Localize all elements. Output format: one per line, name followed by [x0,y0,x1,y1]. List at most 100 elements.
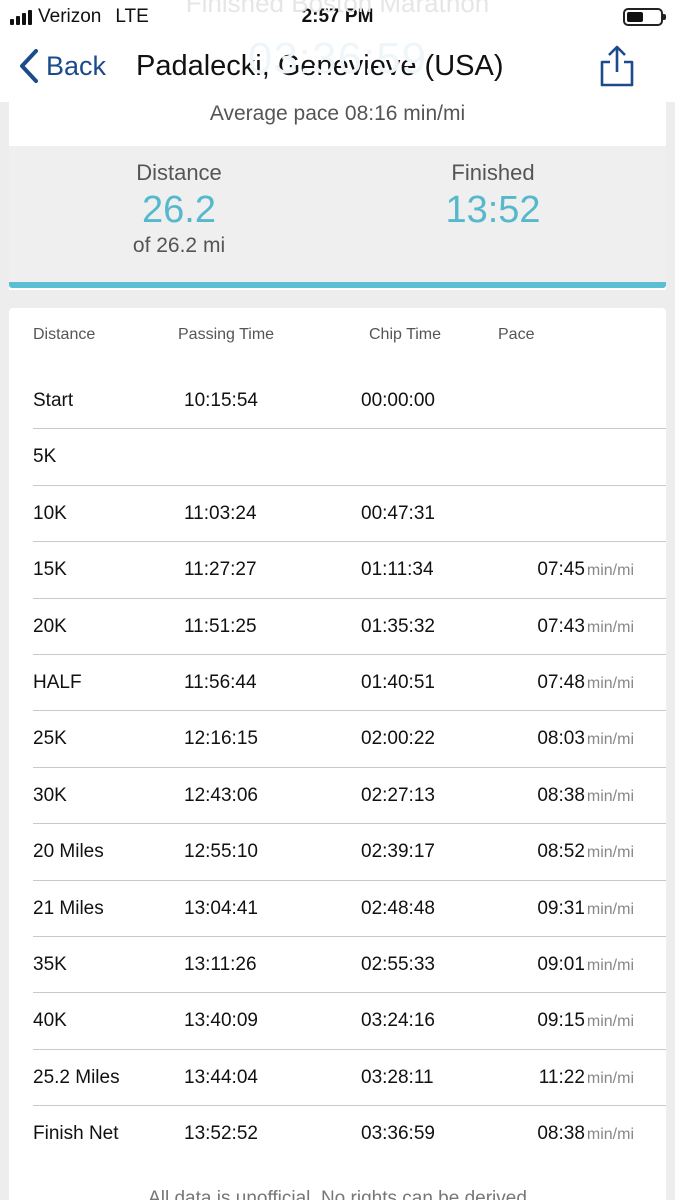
split-chip-time: 02:00:22 [361,728,435,750]
split-distance: 35K [33,954,67,975]
header-passing-time: Passing Time [178,326,275,343]
split-pace-unit: min/mi [586,844,634,862]
split-pace: 08:38 min/mi [537,1106,634,1163]
finished-label: Finished [451,160,535,185]
split-passing-time: 11:51:25 [184,615,257,637]
split-passing-time: 12:16:15 [184,728,258,750]
split-pace: 08:52 min/mi [537,824,634,881]
status-time: 2:57 PM [301,6,374,27]
split-pace: 09:31 min/mi [537,881,634,938]
average-pace: Average pace 08:16 min/mi [209,102,466,125]
split-distance: 20 Miles [33,841,104,863]
split-chip-time: 02:39:17 [361,841,435,863]
split-chip-time: 03:36:59 [361,1123,435,1145]
row-divider [33,484,666,486]
row-divider [33,428,666,430]
back-label: Back [46,50,107,81]
split-chip-time: 01:40:51 [361,672,435,693]
distance-label: Distance [136,160,222,185]
split-pace-value: 07:45 [537,559,585,581]
table-row: 20 Miles 12:55:10 02:39:17 08:52 min/mi [9,824,666,881]
split-pace-value: 09:15 [537,1010,585,1032]
split-chip-time: 03:24:16 [361,1010,435,1032]
stats-panel: Distance 26.2 of 26.2 mi Finished 13:52 [9,146,666,284]
split-pace-unit: min/mi [586,957,634,974]
split-pace-value: 08:38 [537,1123,585,1145]
table-row: Finish Net 13:52:52 03:36:59 08:38 min/mi [9,1106,666,1162]
splits-table: Distance Passing Time Chip Time Pace Sta… [9,308,666,1200]
split-distance: 40K [33,1010,67,1032]
split-chip-time: 01:11:34 [361,559,434,581]
row-divider [33,597,666,599]
split-pace-value: 07:43 [537,615,585,637]
split-chip-time: 00:47:31 [361,502,435,524]
carrier-label: Verizon [38,6,102,27]
split-pace-unit: min/mi [586,618,634,636]
split-passing-time: 13:52:52 [184,1123,258,1145]
split-distance: Start [33,390,74,411]
row-divider [33,541,666,543]
split-passing-time: 11:27:27 [184,559,257,581]
split-passing-time: 13:40:09 [184,1010,258,1032]
split-distance: 25.2 Miles [33,1066,120,1088]
split-chip-time: 02:27:13 [361,784,435,806]
split-pace: 11:22 min/mi [539,1050,634,1107]
table-row: 40K 13:40:09 03:24:16 09:15 min/mi [9,993,666,1050]
header-distance: Distance [33,326,96,343]
distance-total: of 26.2 mi [132,234,226,257]
split-distance: 15K [33,559,67,581]
split-pace-unit: min/mi [586,562,634,580]
split-distance: Finish Net [33,1123,119,1145]
network-label: LTE [115,6,149,27]
split-pace-value: 08:03 [537,728,585,750]
split-distance: 25K [33,728,67,750]
share-icon[interactable] [599,44,635,88]
back-button[interactable]: Back [18,48,106,84]
split-pace-unit: min/mi [586,675,634,692]
table-row: 25K 12:16:15 02:00:22 08:03 min/mi [9,711,666,768]
nav-bar: Back Padalecki, Genevieve (USA) [0,34,675,102]
table-row: 10K 11:03:24 00:47:31 [9,486,666,543]
row-divider [33,992,666,994]
chevron-left-icon [20,49,38,83]
split-pace: 08:38 min/mi [537,768,634,825]
split-chip-time: 00:00:00 [361,390,435,411]
split-pace-value: 08:52 [537,841,585,863]
battery-icon [623,8,666,26]
accent-bar [9,282,666,288]
table-row: 25.2 Miles 13:44:04 03:28:11 11:22 min/mi [9,1050,666,1107]
footer-note: All data is unofficial. No rights can be… [148,1188,527,1200]
split-distance: 30K [33,784,67,806]
split-pace: 07:48 min/mi [537,655,634,712]
split-passing-time: 13:44:04 [184,1066,258,1088]
split-chip-time: 02:48:48 [361,897,435,919]
split-pace-unit: min/mi [586,1013,634,1031]
split-pace-value: 09:01 [537,954,585,975]
split-pace-unit: min/mi [586,787,634,805]
row-divider [33,1048,666,1050]
split-distance: 21 Miles [33,897,104,919]
page-title: Padalecki, Genevieve (USA) [136,50,504,82]
row-divider [33,710,666,712]
split-pace: 09:01 min/mi [537,937,634,994]
table-row: 35K 13:11:26 02:55:33 09:01 min/mi [9,937,666,994]
table-row: 30K 12:43:06 02:27:13 08:38 min/mi [9,768,666,825]
status-bar: Verizon LTE 2:57 PM [0,0,675,34]
split-distance: 10K [33,502,67,524]
split-pace-value: 09:31 [537,897,585,919]
table-row: 5K [9,429,666,486]
split-pace: 07:43 min/mi [537,599,634,656]
split-distance: HALF [33,672,82,693]
table-row: HALF 11:56:44 01:40:51 07:48 min/mi [9,655,666,712]
finished-stat: Finished 13:52 [333,160,653,232]
header-pace: Pace [498,326,535,343]
row-divider [33,653,666,655]
split-chip-time: 02:55:33 [361,954,435,975]
row-divider [33,823,666,825]
table-row: 20K 11:51:25 01:35:32 07:43 min/mi [9,599,666,655]
split-distance: 5K [33,446,57,468]
split-pace-unit: min/mi [586,1126,634,1144]
row-divider [33,1105,666,1107]
table-row: 15K 11:27:27 01:11:34 07:45 min/mi [9,542,666,599]
split-pace-value: 08:38 [537,784,585,806]
